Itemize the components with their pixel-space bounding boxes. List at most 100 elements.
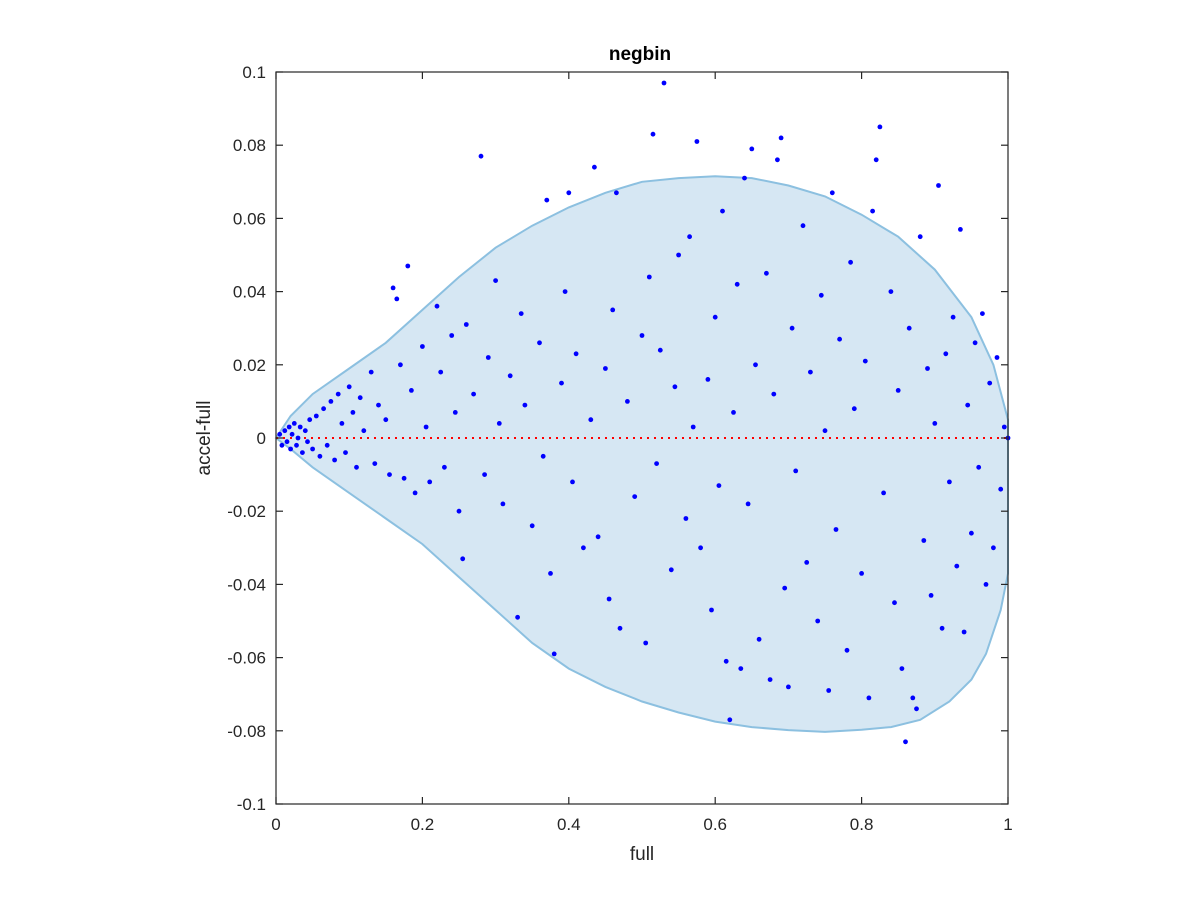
data-point: [398, 362, 403, 368]
data-point: [771, 391, 777, 397]
x-tick-label: 0.4: [557, 815, 581, 834]
data-point: [969, 530, 974, 536]
data-point: [387, 472, 392, 477]
data-point: [537, 340, 542, 346]
x-axis-ticks: 0 0.2 0.4 0.6 0.8 1: [271, 72, 1013, 834]
data-point: [873, 157, 879, 163]
data-point: [877, 124, 883, 130]
data-point: [313, 413, 319, 419]
data-point: [778, 135, 784, 141]
data-point: [452, 410, 458, 415]
data-point: [307, 417, 313, 423]
data-point: [420, 344, 425, 349]
data-point: [716, 483, 722, 488]
data-point: [317, 453, 323, 459]
data-point: [767, 677, 773, 682]
data-point: [335, 391, 341, 397]
data-point: [288, 446, 293, 452]
data-point: [657, 347, 663, 353]
data-point: [551, 651, 557, 657]
data-point: [994, 355, 1000, 360]
data-point: [727, 717, 733, 723]
data-point: [753, 362, 758, 368]
data-point: [401, 475, 407, 481]
y-tick-label: 0.02: [233, 356, 266, 375]
data-point: [899, 666, 905, 671]
data-point: [286, 424, 292, 430]
data-point: [862, 358, 868, 364]
data-point: [343, 450, 348, 455]
data-point: [405, 263, 411, 269]
data-point: [925, 366, 930, 371]
data-point: [632, 494, 638, 499]
data-point: [570, 479, 575, 485]
data-point: [614, 190, 619, 196]
data-point: [328, 399, 334, 404]
data-point: [892, 600, 897, 606]
data-point: [676, 252, 681, 258]
data-point: [305, 439, 310, 445]
data-point: [544, 197, 550, 203]
data-point: [793, 468, 799, 474]
data-point: [961, 629, 967, 635]
data-point: [603, 366, 608, 371]
data-point: [895, 388, 901, 393]
data-point: [928, 593, 934, 598]
data-point: [859, 571, 864, 576]
data-point: [870, 208, 875, 214]
data-point: [368, 369, 374, 375]
y-tick-label: 0: [257, 429, 266, 448]
data-point: [291, 421, 297, 426]
data-point: [822, 428, 828, 434]
data-point: [361, 428, 367, 434]
data-point: [324, 442, 330, 448]
data-point: [731, 410, 736, 415]
data-point: [998, 486, 1004, 492]
data-point: [939, 625, 945, 631]
data-point: [463, 322, 469, 327]
data-point: [965, 402, 971, 408]
data-point: [661, 80, 667, 86]
data-point: [595, 534, 601, 540]
data-point: [548, 571, 553, 576]
data-point: [617, 625, 623, 631]
data-point: [954, 563, 960, 569]
chart-title: negbin: [609, 44, 671, 65]
data-point: [789, 325, 795, 331]
data-point: [749, 146, 755, 152]
x-tick-label: 0.6: [703, 815, 727, 834]
data-point: [745, 501, 751, 507]
data-point: [383, 417, 389, 423]
data-point: [376, 402, 381, 408]
data-point: [493, 278, 498, 283]
data-point: [976, 464, 982, 470]
y-tick-label: 0.1: [242, 63, 266, 82]
data-point: [921, 538, 927, 543]
data-point: [297, 424, 303, 430]
data-point: [698, 545, 703, 551]
data-point: [848, 259, 853, 265]
data-point: [438, 369, 444, 375]
data-point: [947, 479, 952, 485]
scatter-points: [277, 80, 1011, 745]
data-point: [983, 582, 989, 587]
data-point: [683, 516, 689, 521]
data-point: [950, 314, 956, 320]
data-point: [972, 340, 978, 346]
data-point: [284, 439, 290, 445]
data-point: [958, 227, 963, 232]
data-point: [610, 307, 616, 313]
data-point: [529, 523, 535, 529]
y-axis-ticks: -0.1 -0.08 -0.06 -0.04 -0.02 0 0.02 0.04 0.06 0.0…: [227, 63, 1008, 814]
data-point: [277, 431, 283, 437]
data-point: [804, 560, 810, 565]
data-point: [694, 139, 700, 144]
data-point: [734, 281, 740, 287]
data-point: [279, 442, 285, 448]
data-point: [412, 490, 418, 496]
y-tick-label: -0.08: [227, 722, 266, 741]
data-point: [460, 556, 466, 562]
data-point: [782, 585, 788, 591]
data-point: [478, 153, 484, 159]
data-point: [566, 190, 572, 196]
